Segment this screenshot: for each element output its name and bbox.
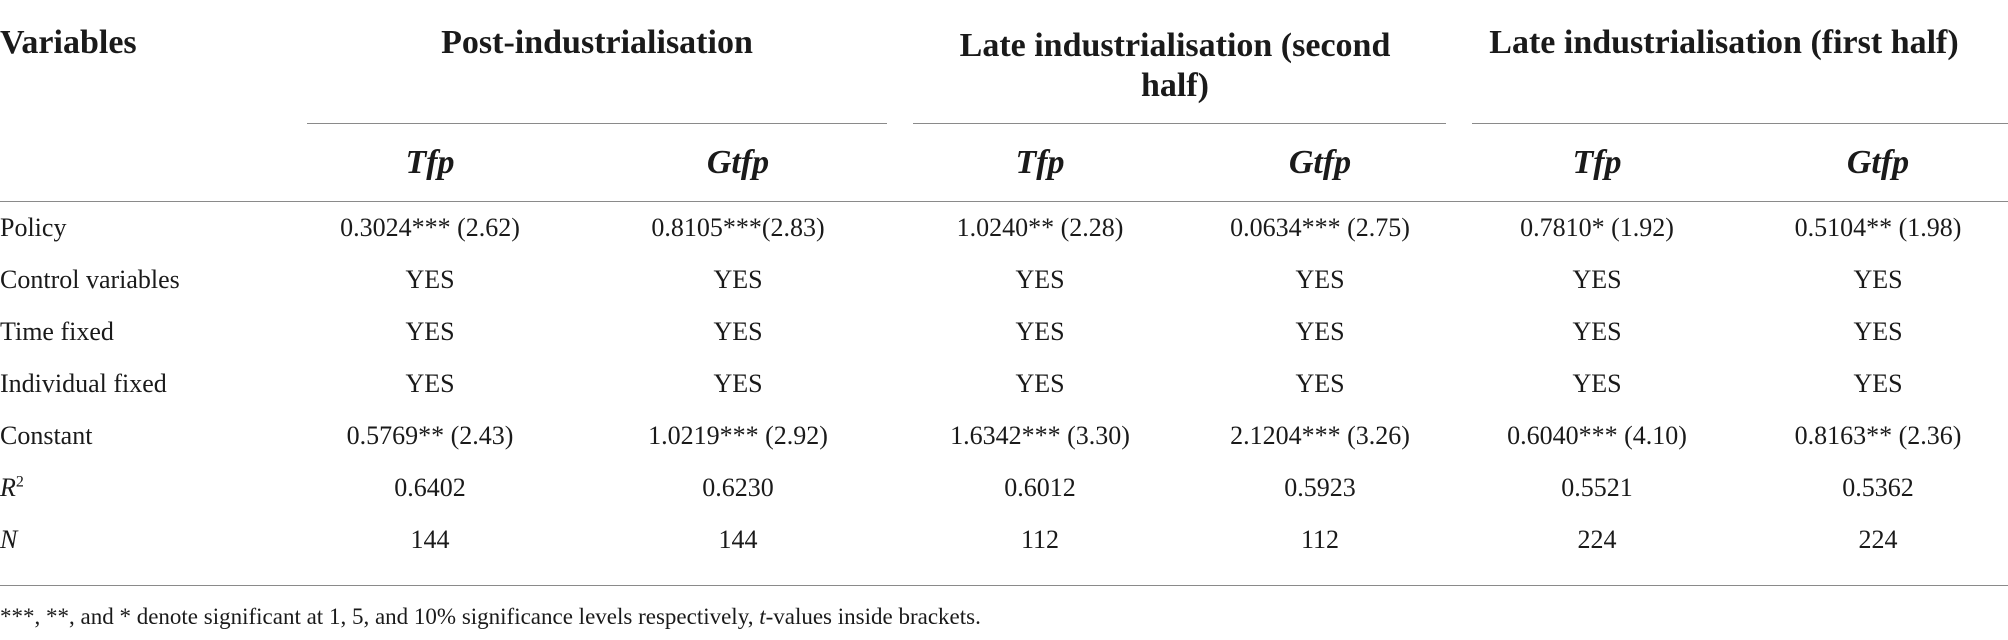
table-cell: 1.0240** (2.28) xyxy=(956,213,1124,242)
row-label: Individual fixed xyxy=(0,369,167,398)
subheader-tfp: Tfp xyxy=(405,144,455,181)
table-cell: 0.5769** (2.43) xyxy=(346,421,514,450)
group-rule-post xyxy=(307,123,887,124)
table-cell: 0.5104** (1.98) xyxy=(1794,213,1962,242)
table-cell: 1.6342*** (3.30) xyxy=(950,421,1130,450)
header-rule xyxy=(0,201,2008,202)
table-cell: 224 xyxy=(1577,525,1617,554)
table-cell: 224 xyxy=(1858,525,1898,554)
table-cell: YES xyxy=(1295,265,1345,294)
table-cell: 0.6040*** (4.10) xyxy=(1507,421,1687,450)
subheader-gtfp: Gtfp xyxy=(1288,144,1352,181)
row-label-superscript: 2 xyxy=(15,473,24,491)
subheader-tfp: Tfp xyxy=(1015,144,1065,181)
table-cell: YES xyxy=(1853,265,1903,294)
table-cell: 112 xyxy=(1300,525,1340,554)
group-header-label: Late industrialisation (second half) xyxy=(959,27,1391,104)
table-cell: 1.0219*** (2.92) xyxy=(648,421,828,450)
table-cell: YES xyxy=(1853,369,1903,398)
table-cell: 0.5923 xyxy=(1284,473,1356,502)
table-cell: YES xyxy=(1853,317,1903,346)
table-cell: YES xyxy=(1295,317,1345,346)
table-cell: YES xyxy=(1015,369,1065,398)
table-cell: 0.6012 xyxy=(1004,473,1076,502)
row-label: Policy xyxy=(0,213,67,242)
group-rule-late-first xyxy=(1472,123,2008,124)
table-cell: 2.1204*** (3.26) xyxy=(1230,421,1410,450)
table-cell: 0.5521 xyxy=(1561,473,1633,502)
table-cell: YES xyxy=(1015,317,1065,346)
table-cell: 144 xyxy=(718,525,758,554)
table-cell: 0.3024*** (2.62) xyxy=(340,213,520,242)
table-cell: YES xyxy=(1572,369,1622,398)
table-cell: 0.6402 xyxy=(394,473,466,502)
row-label: N xyxy=(0,525,18,554)
table-cell: YES xyxy=(405,265,455,294)
row-label: Constant xyxy=(0,421,93,450)
table-cell: YES xyxy=(405,317,455,346)
table-cell: 0.8163** (2.36) xyxy=(1794,421,1962,450)
row-label: R2 xyxy=(0,473,24,502)
table-cell: YES xyxy=(405,369,455,398)
footnote-text-end: -values inside brackets. xyxy=(765,604,981,629)
subheader-gtfp: Gtfp xyxy=(706,144,770,181)
table-cell: 0.8105***(2.83) xyxy=(651,213,825,242)
table-cell: YES xyxy=(1295,369,1345,398)
subheader-tfp: Tfp xyxy=(1572,144,1622,181)
table-cell: YES xyxy=(1015,265,1065,294)
group-header-late-industrialisation-first-half: Late industrialisation (first half) xyxy=(1489,24,1959,61)
table-cell: YES xyxy=(1572,317,1622,346)
table-cell: 112 xyxy=(1020,525,1060,554)
table-bottom-rule xyxy=(0,585,2008,586)
table-cell: YES xyxy=(713,369,763,398)
row-label: Time fixed xyxy=(0,317,114,346)
subheader-gtfp: Gtfp xyxy=(1846,144,1910,181)
table-cell: YES xyxy=(713,317,763,346)
row-label-r: R xyxy=(0,473,16,502)
table-cell: 0.0634*** (2.75) xyxy=(1230,213,1410,242)
group-rule-late-second xyxy=(913,123,1446,124)
table-cell: 0.6230 xyxy=(702,473,774,502)
group-header-late-industrialisation-second-half: Late industrialisation (second half) xyxy=(925,26,1425,106)
footnote-italic: t xyxy=(759,604,766,629)
footnote-text: ***, **, and * denote significant at 1, … xyxy=(0,604,760,629)
table-cell: 0.7810* (1.92) xyxy=(1520,213,1674,242)
table-cell: YES xyxy=(1572,265,1622,294)
table-cell: 0.5362 xyxy=(1842,473,1914,502)
table-cell: 144 xyxy=(410,525,450,554)
row-label: Control variables xyxy=(0,265,180,294)
table-footnote: ***, **, and * denote significant at 1, … xyxy=(0,605,981,628)
variables-header: Variables xyxy=(0,24,137,61)
group-header-post-industrialisation: Post-industrialisation xyxy=(441,24,753,61)
table-cell: YES xyxy=(713,265,763,294)
